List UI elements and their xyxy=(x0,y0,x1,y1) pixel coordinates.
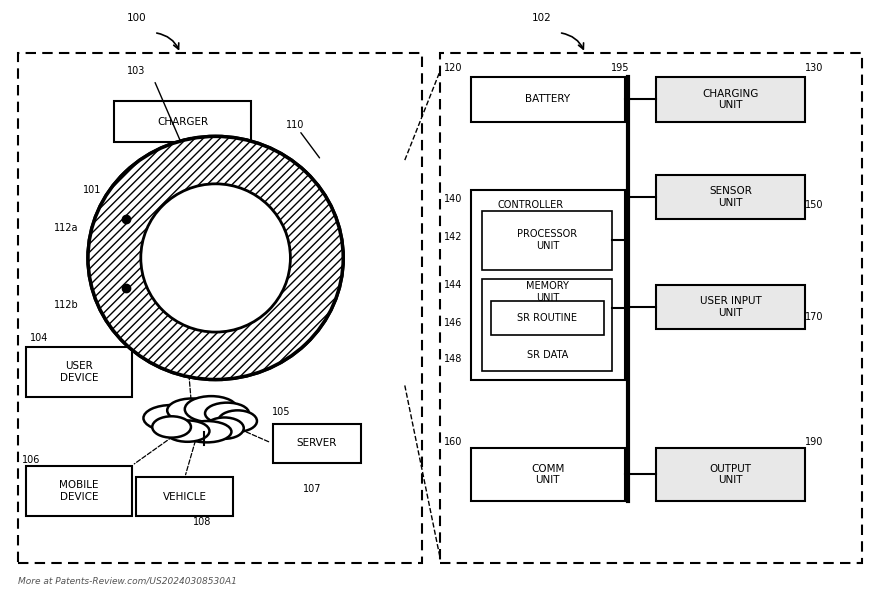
Text: More at Patents-Review.com/US20240308530A1: More at Patents-Review.com/US20240308530… xyxy=(18,576,237,586)
FancyBboxPatch shape xyxy=(656,448,805,501)
Text: 142: 142 xyxy=(444,232,463,242)
Text: CONTROLLER: CONTROLLER xyxy=(497,200,563,209)
Text: USER INPUT
UNIT: USER INPUT UNIT xyxy=(700,296,761,318)
Text: 105: 105 xyxy=(272,407,291,417)
Text: SENSOR
UNIT: SENSOR UNIT xyxy=(709,186,752,208)
FancyBboxPatch shape xyxy=(482,211,612,270)
Text: USER
DEVICE: USER DEVICE xyxy=(60,361,99,383)
FancyBboxPatch shape xyxy=(656,175,805,219)
Text: 130: 130 xyxy=(805,63,823,73)
FancyBboxPatch shape xyxy=(136,477,233,516)
Text: MEMORY
UNIT: MEMORY UNIT xyxy=(526,281,568,302)
FancyBboxPatch shape xyxy=(26,347,132,397)
Text: 148: 148 xyxy=(444,354,462,364)
Text: 104: 104 xyxy=(31,333,48,343)
Text: OUTPUT
UNIT: OUTPUT UNIT xyxy=(709,464,752,485)
Text: MOBILE
DEVICE: MOBILE DEVICE xyxy=(60,480,99,502)
FancyBboxPatch shape xyxy=(440,53,862,563)
Text: 106: 106 xyxy=(22,455,40,464)
Text: 146: 146 xyxy=(444,318,462,328)
FancyBboxPatch shape xyxy=(491,340,604,369)
Text: 100: 100 xyxy=(127,13,146,23)
Text: 144: 144 xyxy=(444,280,462,289)
Ellipse shape xyxy=(167,398,216,422)
Text: 150: 150 xyxy=(804,200,824,209)
Text: 103: 103 xyxy=(128,66,145,76)
Ellipse shape xyxy=(205,403,249,424)
Ellipse shape xyxy=(205,417,244,439)
Text: 102: 102 xyxy=(532,13,551,23)
FancyBboxPatch shape xyxy=(471,448,625,501)
Text: 190: 190 xyxy=(805,437,823,447)
FancyBboxPatch shape xyxy=(482,279,612,371)
Ellipse shape xyxy=(185,396,238,422)
Text: 112b: 112b xyxy=(54,301,78,310)
Ellipse shape xyxy=(182,421,231,442)
Text: 170: 170 xyxy=(804,313,824,322)
Text: 101: 101 xyxy=(84,185,101,195)
Text: 110: 110 xyxy=(286,120,304,129)
Ellipse shape xyxy=(88,136,343,380)
Text: 107: 107 xyxy=(303,484,322,494)
FancyBboxPatch shape xyxy=(471,77,625,122)
Text: VEHICLE: VEHICLE xyxy=(163,492,207,502)
FancyBboxPatch shape xyxy=(26,466,132,516)
Text: SR DATA: SR DATA xyxy=(527,350,568,359)
Ellipse shape xyxy=(152,416,191,438)
Ellipse shape xyxy=(218,410,257,432)
FancyBboxPatch shape xyxy=(114,101,251,142)
Text: 112a: 112a xyxy=(54,224,78,233)
Text: CHARGING
UNIT: CHARGING UNIT xyxy=(702,88,759,110)
Text: 140: 140 xyxy=(444,194,462,203)
Text: SR ROUTINE: SR ROUTINE xyxy=(517,313,577,323)
Ellipse shape xyxy=(165,420,209,442)
FancyBboxPatch shape xyxy=(273,424,361,463)
Text: COMM
UNIT: COMM UNIT xyxy=(532,464,564,485)
FancyBboxPatch shape xyxy=(18,53,422,563)
Text: 160: 160 xyxy=(444,437,462,447)
Text: 108: 108 xyxy=(194,517,211,527)
Text: BATTERY: BATTERY xyxy=(525,94,570,104)
Text: PROCESSOR
UNIT: PROCESSOR UNIT xyxy=(517,229,577,251)
FancyBboxPatch shape xyxy=(491,301,604,335)
Text: 195: 195 xyxy=(611,63,630,73)
FancyBboxPatch shape xyxy=(471,190,625,380)
Text: 120: 120 xyxy=(444,63,463,73)
Text: CHARGER: CHARGER xyxy=(157,117,209,126)
FancyBboxPatch shape xyxy=(656,285,805,329)
Ellipse shape xyxy=(88,136,343,380)
Ellipse shape xyxy=(143,405,200,431)
FancyBboxPatch shape xyxy=(656,77,805,122)
Ellipse shape xyxy=(141,184,290,332)
Text: SERVER: SERVER xyxy=(297,438,337,448)
